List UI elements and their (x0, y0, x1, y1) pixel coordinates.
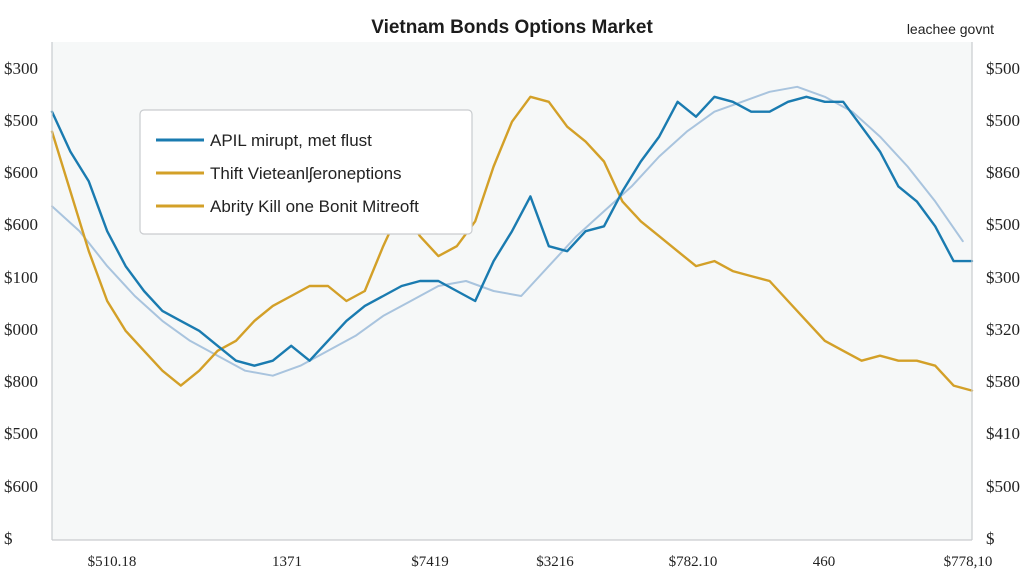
legend: APIL mirupt, met flust Thift Vieteanlʃero… (139, 109, 473, 235)
legend-label: Abrity Kill one Bonit Mitreoft (210, 197, 419, 216)
left-y-tick-label: $100 (4, 268, 38, 287)
right-y-tick-label: $500 (986, 215, 1020, 234)
right-y-tick-label: $500 (986, 477, 1020, 496)
right-y-tick-label: $410 (986, 424, 1020, 443)
right-y-tick-label: $860 (986, 163, 1020, 182)
plot-lines (50, 85, 974, 392)
x-tick-label: 1371 (272, 554, 302, 570)
x-tick-label: $782.10 (669, 554, 718, 570)
light-series-line (51, 85, 964, 377)
left-y-tick-label: $500 (4, 424, 38, 443)
legend-label: APIL mirupt, met flust (210, 131, 372, 150)
left-y-tick-label: $ (4, 529, 13, 548)
right-y-tick-label: $ (986, 529, 995, 548)
right-y-tick-label: $320 (986, 320, 1020, 339)
chart-title: Vietnam Bonds Options Market (371, 17, 653, 38)
left-y-tick-label: $800 (4, 372, 38, 391)
blue-series-line (50, 95, 974, 367)
legend-label: Thift Vieteanlʃeroneptions (210, 164, 402, 183)
left-y-axis: $300 $500 $600 $600 $100 $000 $800 $500 $600 $ (4, 59, 38, 548)
right-y-tick-label: $580 (986, 372, 1020, 391)
x-tick-label: $510.18 (88, 554, 137, 570)
right-y-tick-label: $500 (986, 59, 1020, 78)
legend-box (139, 109, 473, 235)
left-y-tick-label: $500 (4, 111, 38, 130)
x-axis: $510.18 1371 $7419 $3216 $782.10 460 $778,10 (88, 554, 993, 570)
x-tick-label: $7419 (411, 554, 449, 570)
x-tick-label: $778,10 (944, 554, 993, 570)
right-y-axis: $500 $500 $860 $500 $300 $320 $580 $410 $500 $ (986, 59, 1020, 548)
right-y-tick-label: $300 (986, 268, 1020, 287)
x-tick-label: $3216 (536, 554, 574, 570)
left-y-tick-label: $300 (4, 59, 38, 78)
x-tick-label: 460 (813, 554, 836, 570)
gold-series-line (50, 95, 974, 392)
left-y-tick-label: $600 (4, 215, 38, 234)
left-y-tick-label: $600 (4, 477, 38, 496)
left-y-tick-label: $000 (4, 320, 38, 339)
left-y-tick-label: $600 (4, 163, 38, 182)
corner-note: leachee govnt (907, 21, 994, 37)
right-y-tick-label: $500 (986, 111, 1020, 130)
